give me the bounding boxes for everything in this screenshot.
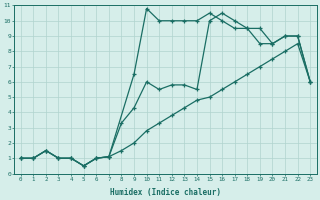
X-axis label: Humidex (Indice chaleur): Humidex (Indice chaleur) [110, 188, 221, 197]
